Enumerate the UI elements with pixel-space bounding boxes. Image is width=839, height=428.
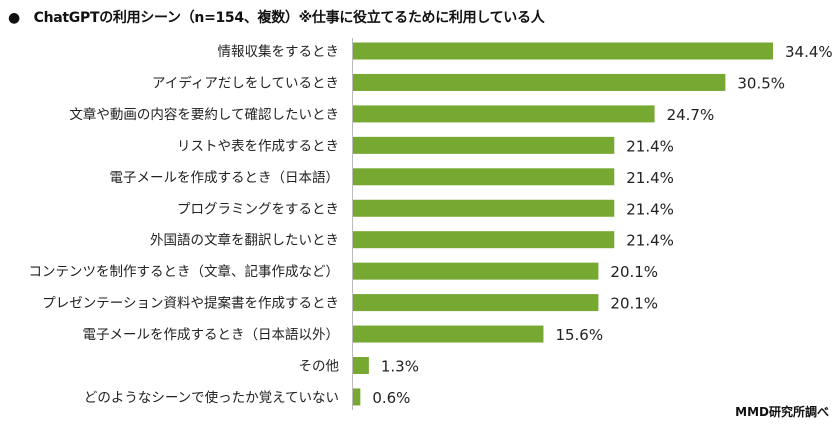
value-label: 21.4%	[626, 232, 674, 250]
source-note: MMD研究所調べ	[735, 405, 829, 419]
bar	[353, 388, 361, 406]
bar	[353, 357, 369, 374]
bar	[353, 294, 599, 312]
bar	[353, 136, 615, 154]
value-label: 21.4%	[626, 137, 674, 155]
category-label: リストや表を作成するとき	[177, 138, 339, 154]
value-label: 21.4%	[626, 200, 674, 218]
value-label: 30.5%	[737, 74, 785, 92]
value-label: 21.4%	[626, 169, 674, 187]
value-label: 20.1%	[610, 295, 658, 313]
category-label: コンテンツを制作するとき（文章、記事作成など）	[29, 263, 340, 280]
category-label: その他	[299, 359, 340, 375]
value-label: 0.6%	[372, 389, 410, 407]
bar	[353, 105, 655, 123]
value-label: 15.6%	[555, 326, 603, 344]
bar	[353, 325, 544, 343]
category-label: 電子メールを作成するとき（日本語）	[110, 169, 340, 186]
category-label: 外国語の文章を翻訳したいとき	[150, 232, 339, 249]
category-label: どのようなシーンで使ったか覚えていない	[84, 389, 339, 406]
bar	[353, 73, 726, 91]
value-label: 24.7%	[667, 106, 715, 124]
category-label: 文章や動画の内容を要約して確認したいとき	[69, 106, 339, 123]
bar	[353, 42, 773, 60]
category-label: プログラミングをするとき	[177, 201, 339, 217]
bar	[353, 199, 615, 217]
value-label: 1.3%	[381, 358, 419, 376]
bar	[353, 262, 599, 280]
category-label: プレゼンテーション資料や提案書を作成するとき	[42, 295, 339, 312]
bar	[353, 168, 615, 186]
bar	[353, 231, 615, 249]
category-label: アイディアだしをしているとき	[152, 74, 339, 91]
value-label: 34.4%	[785, 43, 833, 61]
category-label: 情報収集をするとき	[218, 44, 340, 60]
chart-title: ● ChatGPTの利用シーン（n=154、複数）※仕事に役立てるために利用して…	[8, 10, 545, 26]
category-label: 電子メールを作成するとき（日本語以外）	[83, 326, 340, 343]
value-label: 20.1%	[610, 263, 658, 281]
